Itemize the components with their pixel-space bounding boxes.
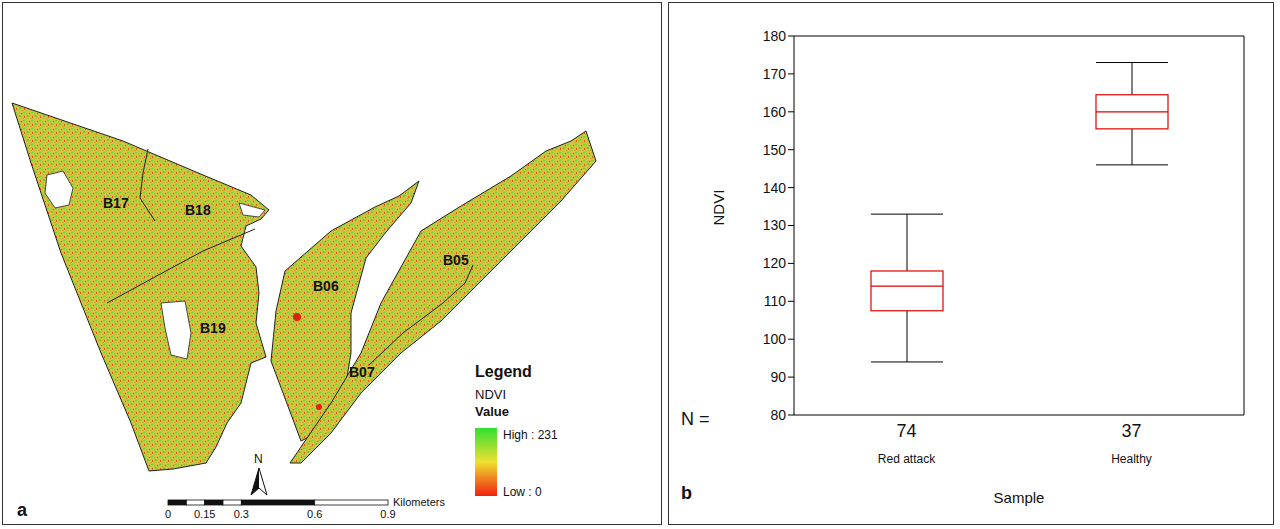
svg-text:Value: Value <box>475 404 509 419</box>
svg-text:110: 110 <box>764 293 787 309</box>
svg-text:130: 130 <box>763 217 787 233</box>
svg-text:74: 74 <box>896 421 916 441</box>
svg-text:NDVI: NDVI <box>475 387 506 402</box>
svg-text:37: 37 <box>1121 421 1141 441</box>
svg-text:0.9: 0.9 <box>380 508 395 520</box>
html-text:b: b <box>681 483 692 503</box>
svg-text:0.3: 0.3 <box>234 508 249 520</box>
svg-text:B06: B06 <box>313 278 339 294</box>
svg-text:100: 100 <box>763 331 787 347</box>
svg-text:Legend: Legend <box>475 363 532 380</box>
svg-text:B05: B05 <box>443 252 469 268</box>
svg-text:0.6: 0.6 <box>307 508 322 520</box>
svg-text:80: 80 <box>770 407 786 423</box>
svg-text:150: 150 <box>763 142 787 158</box>
svg-text:B07: B07 <box>349 364 375 380</box>
svg-text:N: N <box>254 452 263 466</box>
svg-text:0.15: 0.15 <box>194 508 215 520</box>
svg-text:Kilometers: Kilometers <box>393 496 445 508</box>
svg-text:B17: B17 <box>103 195 129 211</box>
svg-text:Healthy: Healthy <box>1111 452 1152 466</box>
svg-text:0: 0 <box>165 508 171 520</box>
svg-text:High : 231: High : 231 <box>503 428 558 442</box>
svg-text:Red attack: Red attack <box>878 452 936 466</box>
svg-text:NDVI: NDVI <box>710 190 727 226</box>
svg-text:140: 140 <box>763 180 787 196</box>
svg-text:a: a <box>17 500 28 520</box>
svg-text:B18: B18 <box>185 202 211 218</box>
svg-text:160: 160 <box>763 104 787 120</box>
svg-text:90: 90 <box>770 369 786 385</box>
svg-text:120: 120 <box>763 255 787 271</box>
svg-text:B19: B19 <box>200 320 226 336</box>
svg-text:170: 170 <box>763 66 787 82</box>
svg-text:Sample: Sample <box>994 489 1045 506</box>
svg-text:Low : 0: Low : 0 <box>503 485 542 499</box>
svg-text:180: 180 <box>763 28 787 44</box>
html-text:N =: N = <box>681 409 710 429</box>
